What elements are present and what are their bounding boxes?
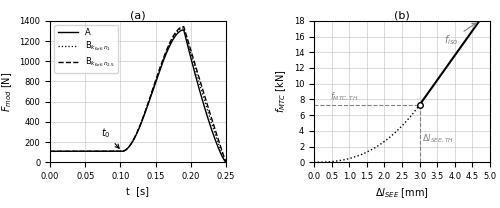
Text: $\Delta l_{SEE,TH}$: $\Delta l_{SEE,TH}$ bbox=[422, 133, 454, 145]
A bbox=[47, 150, 53, 153]
Legend: A, $\mathrm{B}_{k_{6e6}\,n_1}$, $\mathrm{B}_{k_{6e6}\,n_{2.5}}$: A, $\mathrm{B}_{k_{6e6}\,n_1}$, $\mathrm… bbox=[54, 25, 118, 73]
$\mathrm{B}_{k_{6e6}\,n_{2.5}}$ bbox=[132, 134, 138, 137]
Line: A: A bbox=[50, 30, 226, 162]
$\mathrm{B}_{k_{6e6}\,n_{2.5}}$ bbox=[128, 143, 134, 145]
$\mathrm{B}_{k_{6e6}\,n_{2.5}}$ bbox=[218, 146, 224, 149]
$\mathrm{B}_{k_{6e6}\,n_1}$ bbox=[56, 150, 62, 153]
$\mathrm{B}_{k_{6e6}\,n_1}$ bbox=[132, 135, 138, 137]
$\mathrm{B}_{k_{6e6}\,n_1}$ bbox=[218, 149, 224, 152]
Y-axis label: $f_{MTC}$ [kN]: $f_{MTC}$ [kN] bbox=[274, 70, 288, 113]
Line: $\mathrm{B}_{k_{6e6}\,n_1}$: $\mathrm{B}_{k_{6e6}\,n_1}$ bbox=[50, 28, 226, 162]
A bbox=[223, 161, 229, 163]
A bbox=[218, 153, 224, 155]
A bbox=[180, 29, 186, 31]
Title: (b): (b) bbox=[394, 10, 410, 20]
$\mathrm{B}_{k_{6e6}\,n_1}$ bbox=[128, 143, 134, 145]
$\mathrm{B}_{k_{6e6}\,n_1}$ bbox=[186, 45, 192, 47]
Line: $\mathrm{B}_{k_{6e6}\,n_{2.5}}$: $\mathrm{B}_{k_{6e6}\,n_{2.5}}$ bbox=[50, 27, 226, 162]
X-axis label: $\Delta l_{SEE}$ [mm]: $\Delta l_{SEE}$ [mm] bbox=[375, 187, 429, 200]
Text: $t_0$: $t_0$ bbox=[100, 126, 119, 148]
$\mathrm{B}_{k_{6e6}\,n_{2.5}}$ bbox=[180, 25, 186, 28]
Text: $f_{iso}$: $f_{iso}$ bbox=[444, 23, 476, 47]
$\mathrm{B}_{k_{6e6}\,n_{2.5}}$ bbox=[218, 146, 224, 149]
Text: $f_{MTC,TH}$: $f_{MTC,TH}$ bbox=[330, 91, 358, 103]
$\mathrm{B}_{k_{6e6}\,n_1}$ bbox=[180, 27, 186, 29]
$\mathrm{B}_{k_{6e6}\,n_1}$ bbox=[223, 161, 229, 163]
$\mathrm{B}_{k_{6e6}\,n_{2.5}}$ bbox=[223, 161, 229, 163]
Y-axis label: $F_{mod}$ [N]: $F_{mod}$ [N] bbox=[0, 71, 14, 112]
A bbox=[56, 150, 62, 153]
A bbox=[132, 135, 138, 137]
$\mathrm{B}_{k_{6e6}\,n_1}$ bbox=[47, 150, 53, 153]
A bbox=[186, 48, 192, 51]
$\mathrm{B}_{k_{6e6}\,n_{2.5}}$ bbox=[47, 150, 53, 153]
A bbox=[128, 143, 134, 145]
$\mathrm{B}_{k_{6e6}\,n_{2.5}}$ bbox=[186, 42, 192, 44]
X-axis label: t  [s]: t [s] bbox=[126, 187, 150, 197]
$\mathrm{B}_{k_{6e6}\,n_1}$ bbox=[218, 149, 224, 152]
Title: (a): (a) bbox=[130, 10, 146, 20]
A bbox=[218, 152, 224, 155]
$\mathrm{B}_{k_{6e6}\,n_{2.5}}$ bbox=[56, 150, 62, 153]
